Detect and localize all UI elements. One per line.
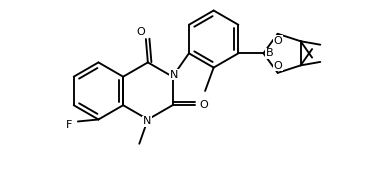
Text: O: O [273, 61, 282, 71]
Text: O: O [137, 27, 146, 37]
Text: B: B [266, 48, 273, 58]
Text: O: O [273, 36, 282, 46]
Text: O: O [199, 100, 208, 110]
Text: N: N [143, 116, 151, 126]
Text: F: F [66, 120, 72, 130]
Text: N: N [169, 70, 178, 80]
